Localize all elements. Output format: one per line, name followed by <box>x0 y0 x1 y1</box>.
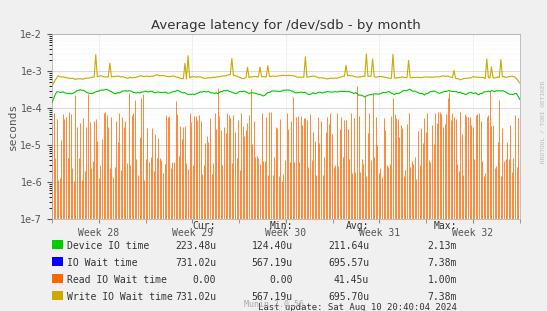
Text: 41.45u: 41.45u <box>334 275 369 285</box>
Text: 0.00: 0.00 <box>269 275 293 285</box>
Text: Min:: Min: <box>269 220 293 230</box>
Text: IO Wait time: IO Wait time <box>67 258 138 268</box>
Text: Avg:: Avg: <box>346 220 369 230</box>
Text: 223.48u: 223.48u <box>175 241 216 251</box>
Text: Last update: Sat Aug 10 20:40:04 2024: Last update: Sat Aug 10 20:40:04 2024 <box>258 303 457 311</box>
Text: 7.38m: 7.38m <box>427 258 457 268</box>
Title: Average latency for /dev/sdb - by month: Average latency for /dev/sdb - by month <box>151 19 421 32</box>
Text: 211.64u: 211.64u <box>328 241 369 251</box>
Text: Max:: Max: <box>433 220 457 230</box>
Y-axis label: seconds: seconds <box>8 103 18 150</box>
Text: 695.57u: 695.57u <box>328 258 369 268</box>
Text: 1.00m: 1.00m <box>427 275 457 285</box>
Text: RRDTOOL / TOBI OETIKER: RRDTOOL / TOBI OETIKER <box>541 80 546 163</box>
Text: Write IO Wait time: Write IO Wait time <box>67 292 173 302</box>
Text: Device IO time: Device IO time <box>67 241 149 251</box>
Text: Munin 2.0.56: Munin 2.0.56 <box>243 300 304 309</box>
Text: 695.70u: 695.70u <box>328 292 369 302</box>
Text: 731.02u: 731.02u <box>175 292 216 302</box>
Text: 124.40u: 124.40u <box>252 241 293 251</box>
Text: 731.02u: 731.02u <box>175 258 216 268</box>
Text: 0.00: 0.00 <box>193 275 216 285</box>
Text: 567.19u: 567.19u <box>252 292 293 302</box>
Text: 567.19u: 567.19u <box>252 258 293 268</box>
Text: Read IO Wait time: Read IO Wait time <box>67 275 167 285</box>
Text: 7.38m: 7.38m <box>427 292 457 302</box>
Text: Cur:: Cur: <box>193 220 216 230</box>
Text: 2.13m: 2.13m <box>427 241 457 251</box>
